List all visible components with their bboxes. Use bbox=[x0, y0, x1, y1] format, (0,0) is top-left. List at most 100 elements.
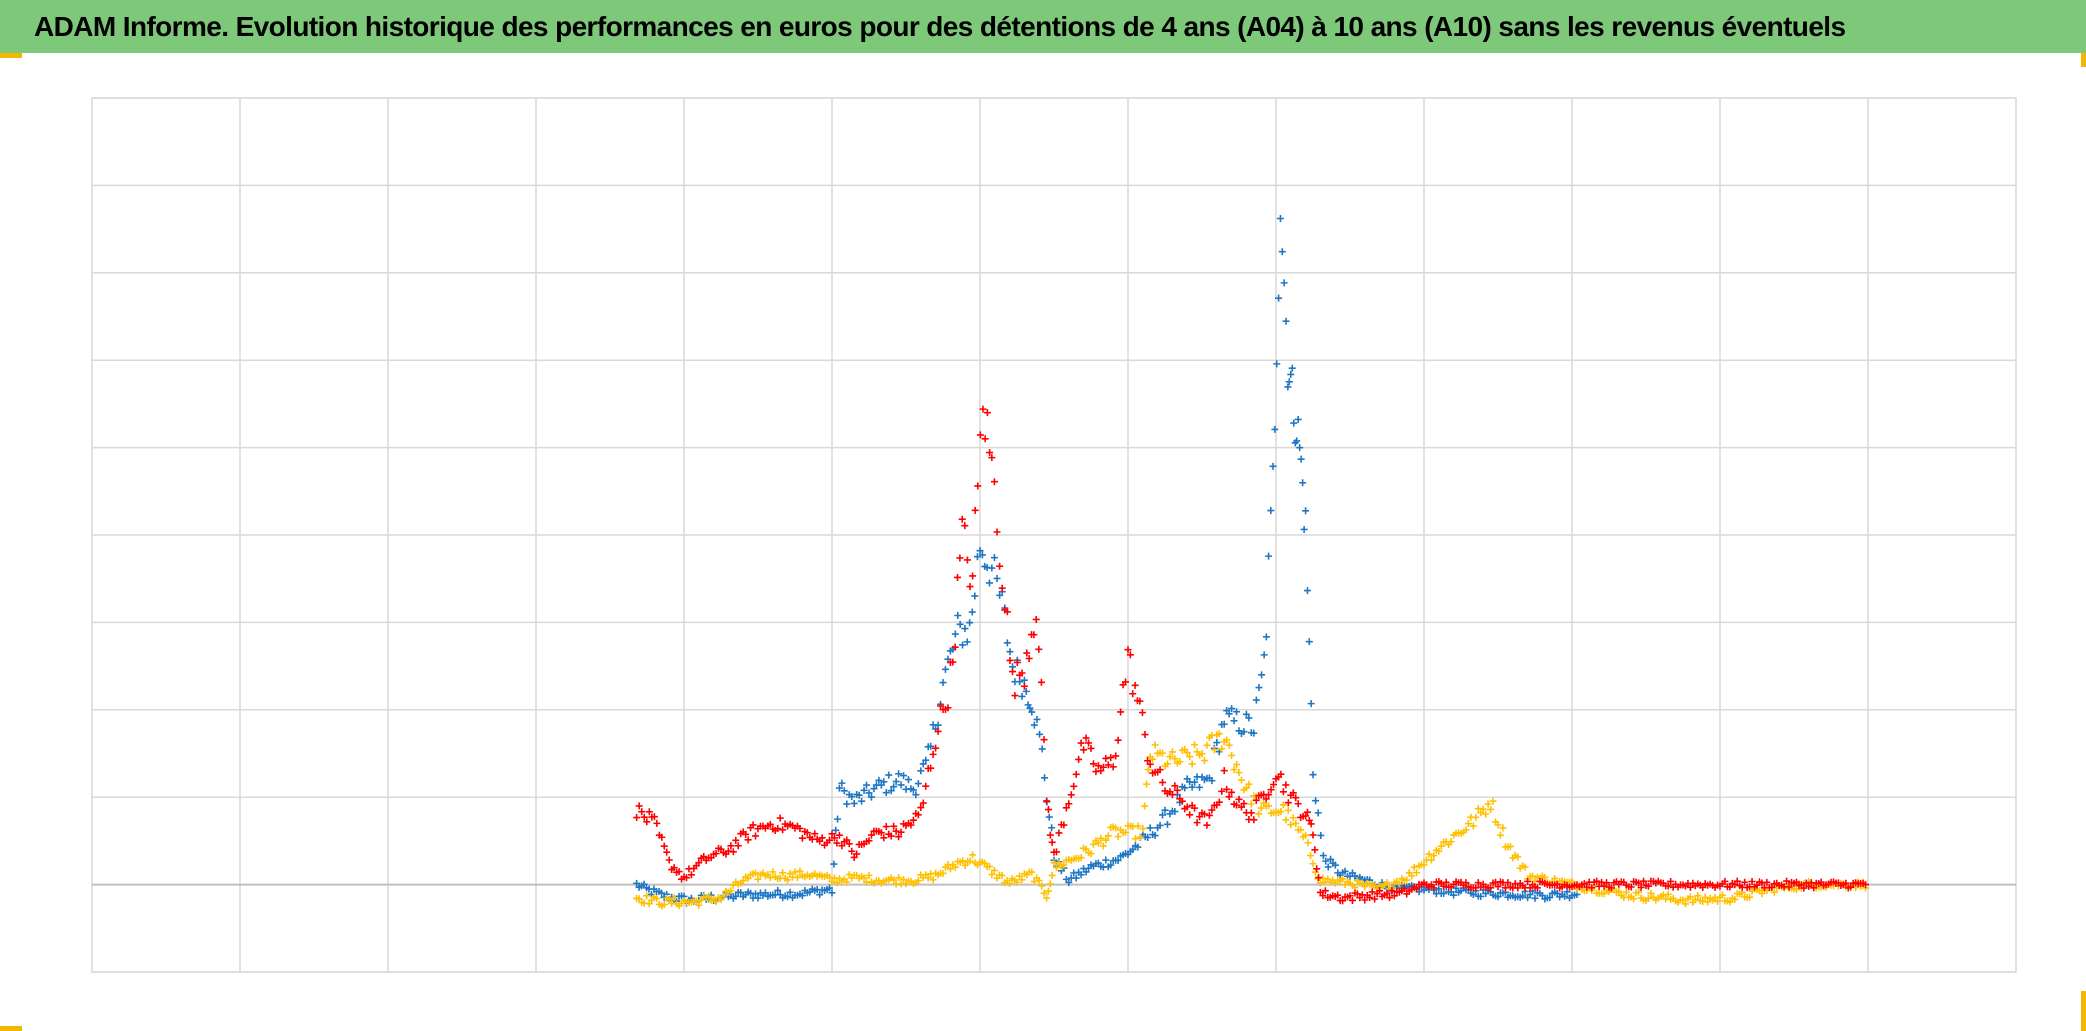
data-point bbox=[1082, 868, 1090, 876]
data-point bbox=[1006, 656, 1014, 664]
data-point bbox=[1644, 882, 1652, 890]
data-point bbox=[998, 872, 1006, 880]
data-point bbox=[1228, 705, 1236, 713]
data-point bbox=[1016, 678, 1024, 686]
data-point bbox=[1089, 840, 1097, 848]
data-point bbox=[1129, 845, 1137, 853]
data-point bbox=[1208, 777, 1216, 785]
data-point bbox=[665, 856, 673, 864]
data-point bbox=[1046, 831, 1054, 839]
data-point bbox=[1312, 797, 1320, 805]
data-point bbox=[1701, 893, 1709, 901]
data-point bbox=[1176, 758, 1184, 766]
data-point bbox=[1013, 878, 1021, 886]
data-point bbox=[1026, 704, 1034, 712]
data-point bbox=[1721, 877, 1729, 885]
corner-mark-bottom-right bbox=[2081, 991, 2086, 1031]
data-point bbox=[1233, 801, 1241, 809]
data-point bbox=[865, 789, 873, 797]
data-point bbox=[1255, 684, 1263, 692]
data-point bbox=[1664, 890, 1672, 898]
data-point bbox=[1233, 708, 1241, 716]
data-point bbox=[752, 869, 760, 877]
data-point bbox=[1041, 774, 1049, 782]
data-point bbox=[754, 875, 762, 883]
data-point bbox=[1561, 892, 1569, 900]
data-point bbox=[786, 888, 794, 896]
data-point bbox=[1726, 898, 1734, 906]
data-point bbox=[974, 482, 982, 490]
data-point bbox=[1215, 798, 1223, 806]
data-point bbox=[939, 679, 947, 687]
data-point bbox=[895, 833, 903, 841]
data-point bbox=[1289, 814, 1297, 822]
data-point bbox=[1102, 856, 1110, 864]
data-point bbox=[727, 887, 735, 895]
data-point bbox=[895, 770, 903, 778]
data-point bbox=[897, 781, 905, 789]
data-point bbox=[675, 868, 683, 876]
data-point bbox=[1307, 700, 1315, 708]
data-point bbox=[848, 847, 856, 855]
data-point bbox=[983, 409, 991, 417]
data-point bbox=[1060, 861, 1068, 869]
data-point bbox=[1726, 883, 1734, 891]
data-point bbox=[1080, 746, 1088, 754]
data-point bbox=[1763, 878, 1771, 886]
data-point bbox=[1514, 884, 1522, 892]
data-point bbox=[1420, 861, 1428, 869]
data-point bbox=[752, 890, 760, 898]
data-point bbox=[1033, 715, 1041, 723]
data-point bbox=[1188, 760, 1196, 768]
data-point bbox=[1237, 776, 1245, 784]
data-point bbox=[1247, 809, 1255, 817]
data-point bbox=[1462, 826, 1470, 834]
data-point bbox=[1146, 824, 1154, 832]
data-point bbox=[1109, 763, 1117, 771]
data-point bbox=[742, 830, 750, 838]
data-point bbox=[1104, 761, 1112, 769]
data-point bbox=[1048, 871, 1056, 879]
data-point bbox=[1287, 821, 1295, 829]
data-point bbox=[1297, 826, 1305, 834]
data-point bbox=[990, 866, 998, 874]
data-point bbox=[761, 889, 769, 897]
data-point bbox=[660, 901, 668, 909]
data-point bbox=[1741, 878, 1749, 886]
data-point bbox=[1280, 279, 1288, 287]
data-point bbox=[1309, 771, 1317, 779]
scatter-chart bbox=[91, 97, 2017, 973]
data-point bbox=[727, 842, 735, 850]
data-point bbox=[1408, 872, 1416, 880]
data-point bbox=[877, 829, 885, 837]
data-point bbox=[1290, 419, 1298, 427]
data-point bbox=[1292, 819, 1300, 827]
data-point bbox=[1270, 780, 1278, 788]
data-point bbox=[843, 800, 851, 808]
data-point bbox=[635, 895, 643, 903]
data-point bbox=[828, 889, 836, 897]
data-point bbox=[1699, 883, 1707, 891]
data-point bbox=[1205, 811, 1213, 819]
data-point bbox=[1635, 888, 1643, 896]
data-point bbox=[828, 830, 836, 838]
data-point bbox=[1376, 887, 1384, 895]
data-point bbox=[1435, 885, 1443, 893]
data-point bbox=[958, 515, 966, 523]
data-point bbox=[1028, 868, 1036, 876]
data-point bbox=[880, 834, 888, 842]
data-point bbox=[961, 522, 969, 530]
data-point bbox=[695, 859, 703, 867]
data-point bbox=[779, 826, 787, 834]
data-point bbox=[1482, 810, 1490, 818]
data-point bbox=[1311, 846, 1319, 854]
data-point bbox=[682, 874, 690, 882]
data-point bbox=[1277, 808, 1285, 816]
data-point bbox=[900, 875, 908, 883]
data-point bbox=[1469, 891, 1477, 899]
data-point bbox=[1257, 804, 1265, 812]
corner-mark-top-right bbox=[2081, 53, 2086, 67]
data-point bbox=[793, 873, 801, 881]
data-point bbox=[870, 785, 878, 793]
data-point bbox=[909, 786, 917, 794]
